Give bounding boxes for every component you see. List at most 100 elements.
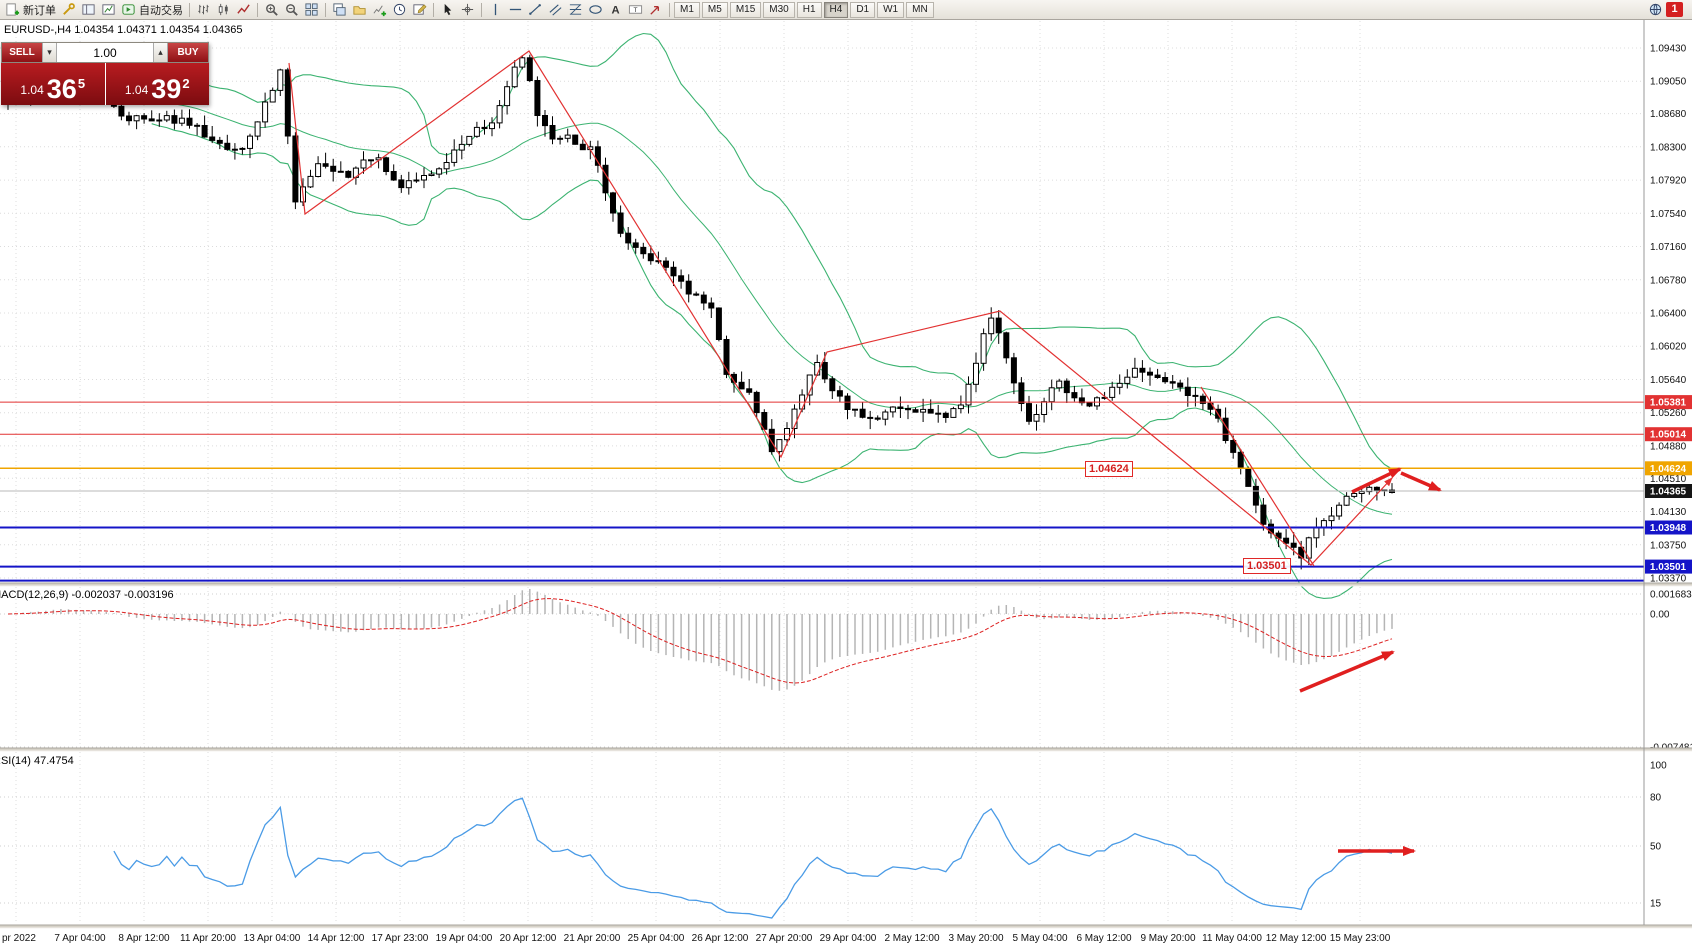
svg-text:25 Apr 04:00: 25 Apr 04:00 [628,933,685,944]
indicators-button[interactable] [370,1,389,19]
metaeditor-button[interactable] [59,1,78,19]
globe-icon [1648,2,1663,17]
chart-objects[interactable] [0,50,1644,856]
volume-down-button[interactable]: ▾ [42,43,57,62]
crosshair-button[interactable] [458,1,477,19]
vertical-line-button[interactable] [486,1,505,19]
templates-button[interactable] [410,1,429,19]
svg-text:1.08300: 1.08300 [1650,142,1687,153]
periods-button[interactable] [390,1,409,19]
text-label-button[interactable]: T [626,1,645,19]
continuation-arrow[interactable] [1400,471,1442,492]
triangle-up-icon: ▴ [158,47,163,57]
triangle-down-icon: ▾ [47,47,52,57]
cursor-button[interactable] [438,1,457,19]
indicators-icon [372,2,387,17]
svg-text:1.04880: 1.04880 [1650,441,1687,452]
svg-text:pr 2022: pr 2022 [2,933,36,944]
timeframe-button-mn[interactable]: MN [906,1,934,18]
market-watch-button[interactable] [79,1,98,19]
fibonacci-icon [568,2,583,17]
new-order-button[interactable]: 新订单 [3,1,58,19]
svg-text:15: 15 [1650,899,1662,910]
macd-label: MACD(12,26,9) -0.002037 -0.003196 [0,589,174,601]
bounce-arrow[interactable] [1351,467,1402,494]
buy-price-display[interactable]: 1.04 39 2 [105,63,209,105]
trendline-icon [528,2,543,17]
svg-text:1.05640: 1.05640 [1650,375,1687,386]
svg-text:21 Apr 20:00: 21 Apr 20:00 [564,933,621,944]
trendline-button[interactable] [526,1,545,19]
timeframe-button-w1[interactable]: W1 [877,1,905,18]
line-chart-button[interactable] [234,1,253,19]
svg-text:1.05014: 1.05014 [1650,430,1687,441]
volume-up-button[interactable]: ▴ [153,43,168,62]
chart-window-button[interactable] [99,1,118,19]
sell-price-display[interactable]: 1.04 36 5 [1,63,105,105]
svg-text:1.06780: 1.06780 [1650,275,1687,286]
shapes-button[interactable] [586,1,605,19]
bars-icon [196,2,211,17]
toolbar-separator [669,2,670,17]
bar-chart-button[interactable] [194,1,213,19]
channel-icon [548,2,563,17]
autotrading-button[interactable]: 自动交易 [119,1,185,19]
crosshair-icon [460,2,475,17]
community-button[interactable] [1646,1,1665,19]
volume-input[interactable]: 1.00 [93,45,117,60]
price-annotation-103501[interactable]: 1.03501 [1243,558,1291,574]
horizontal-line-button[interactable] [506,1,525,19]
svg-text:1.04365: 1.04365 [1650,487,1687,498]
svg-text:1.08680: 1.08680 [1650,109,1687,120]
timeframe-button-h1[interactable]: H1 [796,1,822,18]
svg-text:0.00: 0.00 [1650,610,1670,621]
svg-text:1.05381: 1.05381 [1650,398,1687,409]
svg-text:100: 100 [1650,761,1667,772]
svg-text:0.001683: 0.001683 [1650,590,1692,601]
arrows-button[interactable] [646,1,665,19]
channel-button[interactable] [546,1,565,19]
buy-price-prefix: 1.04 [124,83,149,97]
autoplay-icon [121,2,136,17]
profiles-button[interactable] [350,1,369,19]
svg-text:50: 50 [1650,842,1662,853]
toolbar-separator [325,2,326,17]
tile-windows-button[interactable] [302,1,321,19]
macd-arrow[interactable] [1299,650,1395,693]
notifications-badge[interactable]: 1 [1666,2,1683,17]
svg-text:29 Apr 04:00: 29 Apr 04:00 [820,933,877,944]
toolbar-separator [481,2,482,17]
timeframe-button-h4[interactable]: H4 [823,1,849,18]
svg-text:1.03370: 1.03370 [1650,574,1687,585]
toolbar-separator [257,2,258,17]
svg-text:80: 80 [1650,793,1662,804]
timeframe-button-m5[interactable]: M5 [701,1,728,18]
macd-values: -0.002037 -0.003196 [71,589,174,601]
sell-price-prefix: 1.04 [20,83,44,97]
timeframe-button-m15[interactable]: M15 [729,1,762,18]
svg-text:1.03750: 1.03750 [1650,540,1687,551]
chart-window-icon [101,2,116,17]
volume-field[interactable]: 1.00 [57,43,153,62]
svg-text:20 Apr 12:00: 20 Apr 12:00 [500,933,557,944]
zoom-in-button[interactable] [262,1,281,19]
trade-controls-row: SELL ▾ 1.00 ▴ BUY [1,42,209,63]
vertical-line-icon [488,2,503,17]
cascade-icon [332,2,347,17]
new-chart-button[interactable] [330,1,349,19]
timeframe-button-m1[interactable]: M1 [674,1,700,18]
sell-button[interactable]: SELL [2,43,42,62]
zoom-out-button[interactable] [282,1,301,19]
timeframe-button-d1[interactable]: D1 [850,1,876,18]
axes[interactable]: 0.0016830.00-0.0074811008050151.094301.0… [2,44,1692,945]
text-button[interactable]: A [606,1,625,19]
one-click-trading-panel: SELL ▾ 1.00 ▴ BUY 1.04 36 5 1.04 39 2 [1,42,209,105]
candlestick-chart-button[interactable] [214,1,233,19]
buy-button[interactable]: BUY [168,43,208,62]
price-annotation-104624[interactable]: 1.04624 [1085,461,1133,477]
sell-price-main: 36 [46,74,77,105]
fibonacci-button[interactable] [566,1,585,19]
svg-text:1.04130: 1.04130 [1650,507,1687,518]
timeframe-button-m30[interactable]: M30 [763,1,795,18]
